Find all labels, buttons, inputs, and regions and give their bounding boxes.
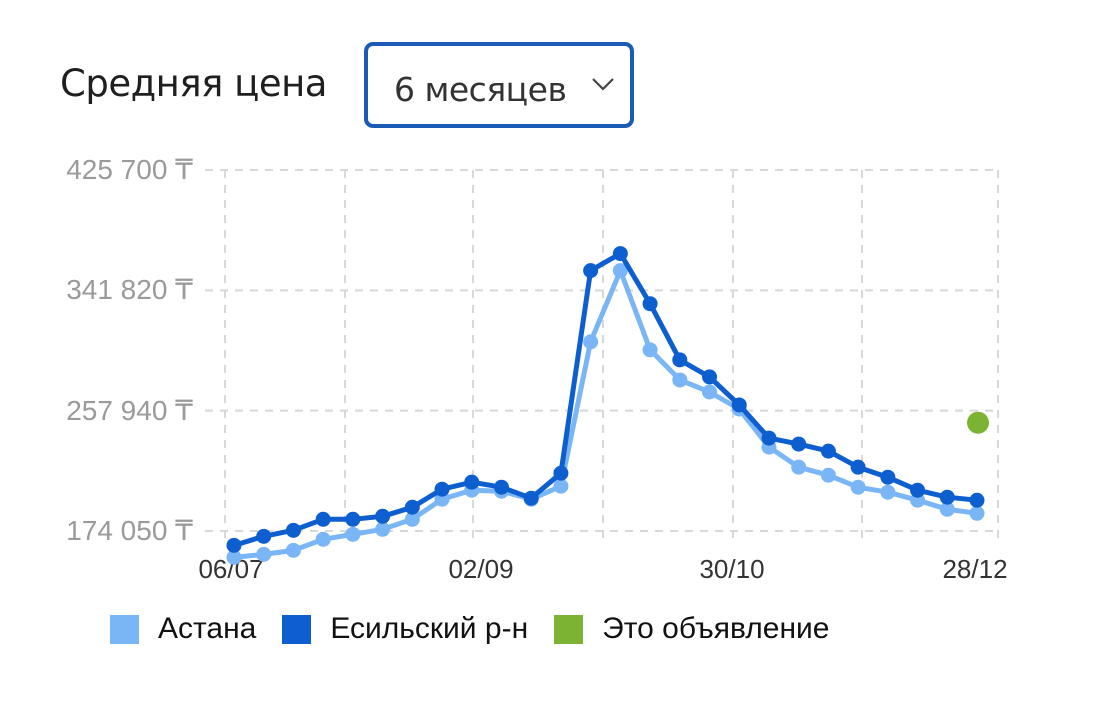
legend-item-astana[interactable]: Астана [110, 612, 256, 646]
data-point[interactable] [939, 501, 955, 517]
data-point[interactable] [880, 469, 896, 485]
data-point[interactable] [226, 537, 242, 553]
data-point[interactable] [880, 484, 896, 500]
data-point[interactable] [612, 246, 628, 262]
data-point[interactable] [672, 352, 688, 368]
data-point[interactable] [702, 384, 718, 400]
data-point[interactable] [553, 465, 569, 481]
data-point[interactable] [583, 334, 599, 350]
data-point[interactable] [731, 397, 747, 413]
legend-swatch-this-listing [554, 614, 584, 644]
data-point[interactable] [672, 372, 688, 388]
legend: Астана Есильский р-н Это объявление [110, 612, 855, 646]
data-point[interactable] [642, 296, 658, 312]
data-point[interactable] [345, 526, 361, 542]
data-point[interactable] [969, 492, 985, 508]
legend-item-this-listing[interactable]: Это объявление [554, 612, 829, 646]
data-point[interactable] [612, 263, 628, 279]
data-point[interactable] [315, 531, 331, 547]
data-point[interactable] [791, 459, 807, 475]
data-point[interactable] [939, 489, 955, 505]
x-tick-label: 30/10 [699, 554, 765, 584]
this-listing-point[interactable] [967, 411, 989, 434]
period-select-value: 6 месяцев [394, 70, 567, 109]
data-point[interactable] [761, 430, 777, 446]
data-point[interactable] [404, 511, 420, 527]
legend-swatch-esil [282, 614, 312, 644]
legend-swatch-astana [110, 614, 139, 644]
data-point[interactable] [493, 479, 509, 495]
legend-label: Астана [158, 612, 257, 645]
chart-title: Средняя цена [60, 62, 327, 105]
data-point[interactable] [464, 474, 480, 490]
x-tick-label: 28/12 [942, 554, 1008, 584]
data-point[interactable] [315, 511, 331, 527]
data-point[interactable] [791, 436, 807, 452]
data-point[interactable] [375, 521, 391, 537]
data-point[interactable] [850, 479, 866, 495]
data-point[interactable] [226, 549, 242, 565]
y-tick-label: 425 700 ₸ [66, 154, 193, 185]
data-point[interactable] [404, 499, 420, 515]
chevron-down-icon [592, 78, 614, 91]
data-point[interactable] [345, 511, 361, 527]
data-point[interactable] [285, 522, 301, 538]
data-point[interactable] [523, 490, 539, 506]
data-point[interactable] [553, 478, 569, 494]
data-point[interactable] [642, 342, 658, 358]
period-select[interactable]: 6 месяцев [364, 42, 634, 128]
legend-label: Это объявление [602, 612, 830, 645]
data-point[interactable] [256, 546, 272, 562]
y-tick-label: 257 940 ₸ [66, 394, 193, 426]
data-point[interactable] [820, 443, 836, 459]
data-point[interactable] [969, 505, 985, 521]
data-point[interactable] [583, 263, 599, 279]
x-tick-label: 02/09 [448, 554, 514, 584]
y-tick-label: 341 820 ₸ [66, 274, 193, 306]
data-point[interactable] [375, 508, 391, 524]
data-point[interactable] [434, 481, 450, 497]
data-point[interactable] [285, 542, 301, 558]
data-point[interactable] [820, 467, 836, 483]
data-point[interactable] [910, 482, 926, 498]
y-tick-label: 174 050 ₸ [66, 515, 193, 546]
legend-label: Есильский р-н [330, 612, 529, 645]
data-point[interactable] [256, 528, 272, 544]
data-point[interactable] [850, 459, 866, 475]
legend-item-esil[interactable]: Есильский р-н [282, 612, 528, 646]
data-point[interactable] [702, 369, 718, 385]
